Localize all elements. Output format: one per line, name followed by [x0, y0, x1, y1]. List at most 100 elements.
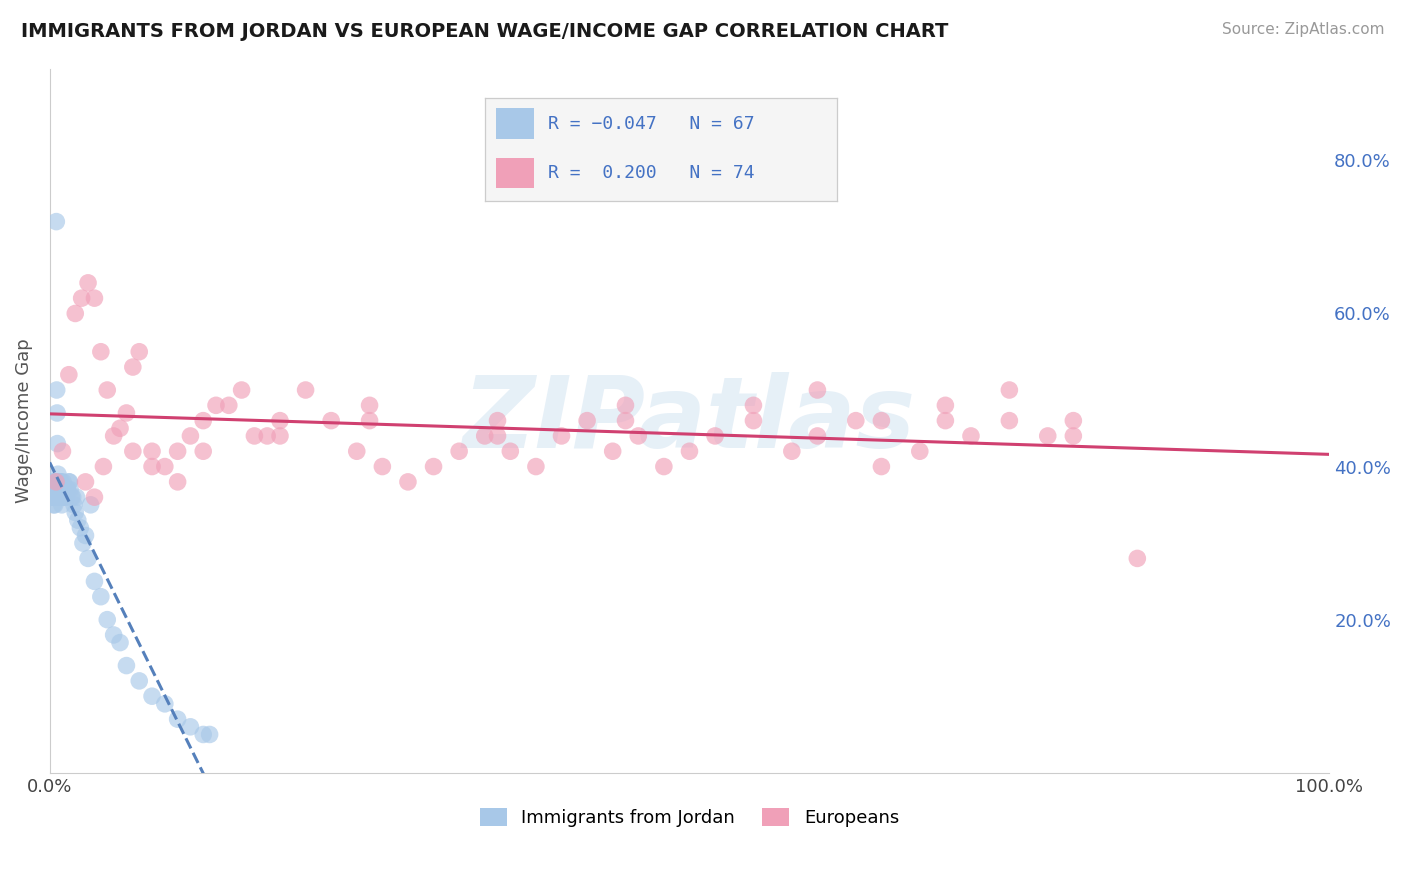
Point — [52, 483, 75, 497]
Point — [65, 490, 87, 504]
Point — [474, 429, 496, 443]
Point — [45, 214, 67, 228]
Point — [704, 429, 727, 443]
Point — [243, 429, 266, 443]
Point — [69, 521, 91, 535]
Point — [44, 483, 66, 497]
Text: R =  0.200   N = 74: R = 0.200 N = 74 — [548, 164, 755, 182]
Point — [60, 490, 83, 504]
Point — [108, 635, 131, 649]
Point — [42, 490, 65, 504]
Point — [46, 467, 69, 482]
Point — [49, 483, 72, 497]
Point — [678, 444, 700, 458]
Point — [371, 459, 394, 474]
Point — [499, 444, 522, 458]
Point — [359, 398, 381, 412]
Point — [121, 444, 143, 458]
Point — [42, 483, 65, 497]
Point — [65, 506, 87, 520]
Point — [58, 475, 80, 489]
Point — [166, 712, 188, 726]
Point — [115, 658, 138, 673]
Point — [121, 359, 143, 374]
Point — [141, 444, 163, 458]
Point — [845, 414, 868, 428]
Point — [44, 490, 66, 504]
Point — [193, 727, 215, 741]
Legend: Immigrants from Jordan, Europeans: Immigrants from Jordan, Europeans — [472, 800, 907, 834]
Point — [179, 429, 201, 443]
Point — [908, 444, 931, 458]
Point — [65, 306, 87, 320]
Point — [524, 459, 547, 474]
Text: Source: ZipAtlas.com: Source: ZipAtlas.com — [1222, 22, 1385, 37]
Point — [53, 490, 76, 504]
Point — [45, 490, 67, 504]
Point — [998, 383, 1021, 397]
Point — [166, 475, 188, 489]
Point — [51, 483, 73, 497]
Point — [153, 697, 176, 711]
Point — [66, 513, 89, 527]
Point — [141, 689, 163, 703]
Point — [806, 383, 828, 397]
Point — [62, 490, 84, 504]
Point — [44, 475, 66, 489]
Point — [59, 483, 82, 497]
Point — [49, 490, 72, 504]
Point — [51, 490, 73, 504]
Point — [198, 727, 221, 741]
Point — [128, 344, 150, 359]
Text: IMMIGRANTS FROM JORDAN VS EUROPEAN WAGE/INCOME GAP CORRELATION CHART: IMMIGRANTS FROM JORDAN VS EUROPEAN WAGE/… — [21, 22, 949, 41]
Point — [934, 414, 956, 428]
Point — [231, 383, 253, 397]
Point — [256, 429, 278, 443]
Point — [396, 475, 419, 489]
Point — [1036, 429, 1059, 443]
Point — [179, 720, 201, 734]
Point — [42, 498, 65, 512]
Point — [48, 490, 70, 504]
Point — [153, 459, 176, 474]
Point — [51, 490, 73, 504]
Point — [58, 475, 80, 489]
Point — [48, 483, 70, 497]
Point — [56, 483, 79, 497]
Point — [70, 291, 93, 305]
Point — [115, 406, 138, 420]
Point — [602, 444, 624, 458]
Bar — [495, 108, 534, 139]
Point — [128, 673, 150, 688]
Point — [46, 406, 69, 420]
Point — [321, 414, 343, 428]
Point — [141, 459, 163, 474]
Point — [56, 483, 79, 497]
Point — [193, 414, 215, 428]
Point — [652, 459, 675, 474]
Point — [46, 475, 69, 489]
Point — [108, 421, 131, 435]
Point — [41, 475, 63, 489]
Point — [53, 483, 76, 497]
Point — [614, 414, 637, 428]
Point — [103, 429, 125, 443]
Point — [205, 398, 228, 412]
Point — [77, 276, 100, 290]
Point — [48, 483, 70, 497]
Point — [44, 498, 66, 512]
Point — [45, 475, 67, 489]
Point — [51, 444, 73, 458]
Point — [83, 490, 105, 504]
Point — [870, 414, 893, 428]
Point — [1062, 414, 1084, 428]
Point — [58, 368, 80, 382]
Point — [48, 490, 70, 504]
Point — [90, 590, 112, 604]
Point — [75, 528, 97, 542]
Point — [77, 551, 100, 566]
Point — [96, 383, 118, 397]
Point — [1126, 551, 1149, 566]
Text: R = −0.047   N = 67: R = −0.047 N = 67 — [548, 115, 755, 133]
Point — [79, 498, 101, 512]
